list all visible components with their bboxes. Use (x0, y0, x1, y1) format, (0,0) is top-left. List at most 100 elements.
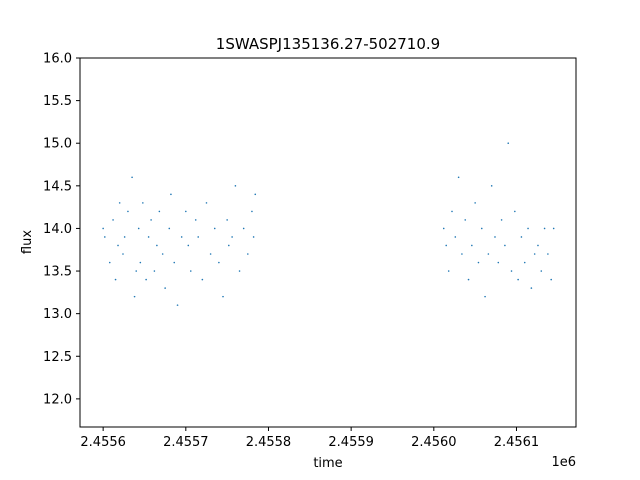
y-tick-label: 12.5 (43, 350, 72, 365)
data-point (127, 210, 129, 213)
data-point (234, 185, 237, 187)
x-tick-label: 2.4558 (246, 435, 292, 450)
data-point (467, 278, 470, 281)
data-point (112, 219, 114, 221)
data-point (507, 142, 510, 145)
data-point (197, 236, 200, 238)
x-axis: 2.4556 2.4557 2.4558 2.4559 2.4560 2.4561 (80, 427, 539, 450)
data-point (104, 236, 106, 238)
data-point (543, 227, 546, 230)
data-point (494, 236, 496, 238)
data-point (226, 219, 228, 221)
data-point (145, 278, 147, 281)
data-point (461, 253, 463, 255)
data-point (205, 202, 208, 204)
data-point (527, 227, 529, 230)
data-point (180, 236, 183, 238)
data-point (252, 236, 255, 238)
data-point (194, 219, 197, 221)
data-point (504, 244, 506, 247)
data-point (540, 270, 543, 272)
data-point (447, 270, 450, 272)
data-point (139, 261, 142, 264)
data-point (514, 210, 516, 213)
y-tick-label: 15.5 (43, 94, 72, 109)
y-tick-label: 12.0 (43, 392, 72, 407)
data-point (228, 244, 230, 247)
data-point (185, 210, 187, 213)
x-axis-label: time (313, 456, 342, 471)
data-point (484, 295, 486, 298)
y-axis: 12.0 12.5 13.0 13.5 14.0 14.5 15.0 15.5 16.0 (43, 52, 80, 407)
data-point (530, 287, 533, 289)
data-point (454, 236, 457, 238)
data-point (133, 295, 136, 298)
data-point (471, 244, 473, 247)
data-point (247, 253, 249, 255)
data-point (487, 253, 490, 255)
data-point (137, 227, 140, 230)
data-points (102, 142, 555, 306)
data-point (254, 193, 257, 196)
data-point (123, 236, 126, 238)
data-point (533, 253, 536, 255)
y-tick-label: 14.5 (43, 179, 72, 194)
data-point (108, 261, 111, 264)
data-point (218, 261, 220, 264)
data-point (442, 227, 445, 230)
data-point (189, 270, 192, 272)
data-point (114, 278, 117, 281)
data-point (451, 210, 453, 213)
y-tick-label: 13.5 (43, 265, 72, 280)
data-point (176, 304, 179, 306)
data-point (170, 193, 172, 196)
y-tick-label: 14.0 (43, 222, 72, 237)
y-tick-label: 13.0 (43, 307, 72, 322)
data-point (547, 253, 549, 255)
x-tick-label: 2.4560 (411, 435, 457, 450)
y-tick-label: 15.0 (43, 137, 72, 152)
plot-area-frame (79, 57, 577, 428)
data-point (209, 253, 212, 255)
data-point (213, 227, 216, 230)
data-point (490, 185, 493, 187)
data-point (251, 210, 253, 213)
data-point (161, 253, 164, 255)
data-point (147, 236, 150, 238)
x-tick-label: 2.4559 (328, 435, 374, 450)
data-point (142, 202, 144, 204)
data-point (153, 270, 156, 272)
data-point (523, 261, 526, 264)
y-tick-label: 16.0 (43, 52, 72, 67)
data-point (135, 270, 138, 272)
y-axis-label: flux (20, 230, 35, 254)
data-point (122, 253, 124, 255)
data-point (231, 236, 233, 238)
data-point (118, 202, 121, 204)
x-tick-label: 2.4561 (494, 435, 540, 450)
x-axis-offset-label: 1e6 (551, 455, 576, 470)
chart-title: 1SWASPJ135136.27-502710.9 (216, 35, 440, 53)
x-tick-label: 2.4557 (163, 435, 209, 450)
data-point (187, 244, 190, 247)
data-point (517, 278, 519, 281)
data-point (222, 295, 224, 298)
data-point (464, 219, 467, 221)
data-point (445, 244, 448, 247)
data-point (156, 244, 158, 247)
data-point (150, 219, 152, 221)
data-point (500, 219, 503, 221)
data-point (480, 227, 483, 230)
data-point (510, 270, 513, 272)
data-point (242, 227, 245, 230)
data-point (474, 202, 476, 204)
data-point (173, 261, 176, 264)
data-point (497, 261, 500, 264)
data-point (158, 210, 161, 213)
data-point (117, 244, 119, 247)
x-tick-label: 2.4556 (80, 435, 126, 450)
data-point (550, 278, 552, 281)
data-point (520, 236, 523, 238)
